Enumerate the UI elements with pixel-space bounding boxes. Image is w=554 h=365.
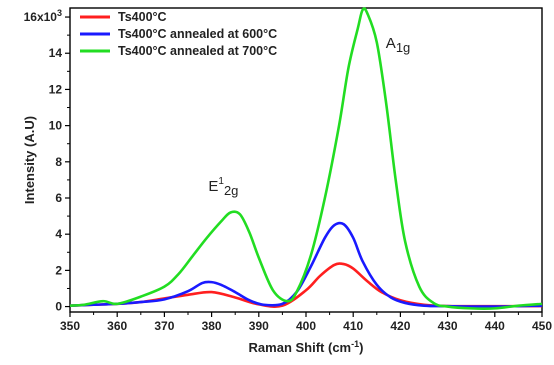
- peak-label-2: A1g: [386, 35, 410, 55]
- x-axis-ticks: 350 360 370 380 390 400 410 420 430 440 450: [60, 312, 552, 333]
- series-line-2: [69, 221, 543, 308]
- x-tick-label: 400: [296, 319, 316, 333]
- x-tick-label: 440: [485, 319, 505, 333]
- x-tick-label: 410: [343, 319, 363, 333]
- series-line-3: [69, 7, 543, 310]
- x-tick-label: 360: [107, 319, 127, 333]
- series-lines: [69, 7, 543, 310]
- y-axis-title: Intensity (A.U): [22, 116, 37, 204]
- y-tick-label: 4: [55, 227, 62, 241]
- y-tick-label: 6: [55, 191, 62, 205]
- y-top-tick-label: 16x103: [24, 8, 62, 24]
- y-tick-label: 0: [55, 300, 62, 314]
- y-tick-label: 14: [49, 46, 63, 60]
- x-tick-label: 420: [390, 319, 410, 333]
- legend: Ts400°C Ts400°C annealed at 600°C Ts400°C …: [80, 10, 277, 58]
- y-axis-ticks: 0 2 4 6 8 10 12 14 16x103: [24, 8, 70, 314]
- x-axis-title: Raman Shift (cm-1): [249, 339, 364, 355]
- y-tick-label: 2: [55, 263, 62, 277]
- x-tick-label: 390: [249, 319, 269, 333]
- y-tick-label: 12: [49, 82, 63, 96]
- x-tick-label: 380: [202, 319, 222, 333]
- x-tick-label: 430: [438, 319, 458, 333]
- peak-label-1: E12g: [208, 176, 238, 198]
- x-tick-label: 350: [60, 319, 80, 333]
- legend-label-1: Ts400°C: [118, 10, 167, 24]
- y-tick-label: 8: [55, 155, 62, 169]
- x-tick-label: 450: [532, 319, 552, 333]
- legend-label-3: Ts400°C annealed at 700°C: [118, 44, 277, 58]
- x-tick-label: 370: [154, 319, 174, 333]
- y-tick-label: 10: [49, 119, 63, 133]
- peak-annotations: E12g A1g: [208, 35, 410, 198]
- legend-label-2: Ts400°C annealed at 600°C: [118, 27, 277, 41]
